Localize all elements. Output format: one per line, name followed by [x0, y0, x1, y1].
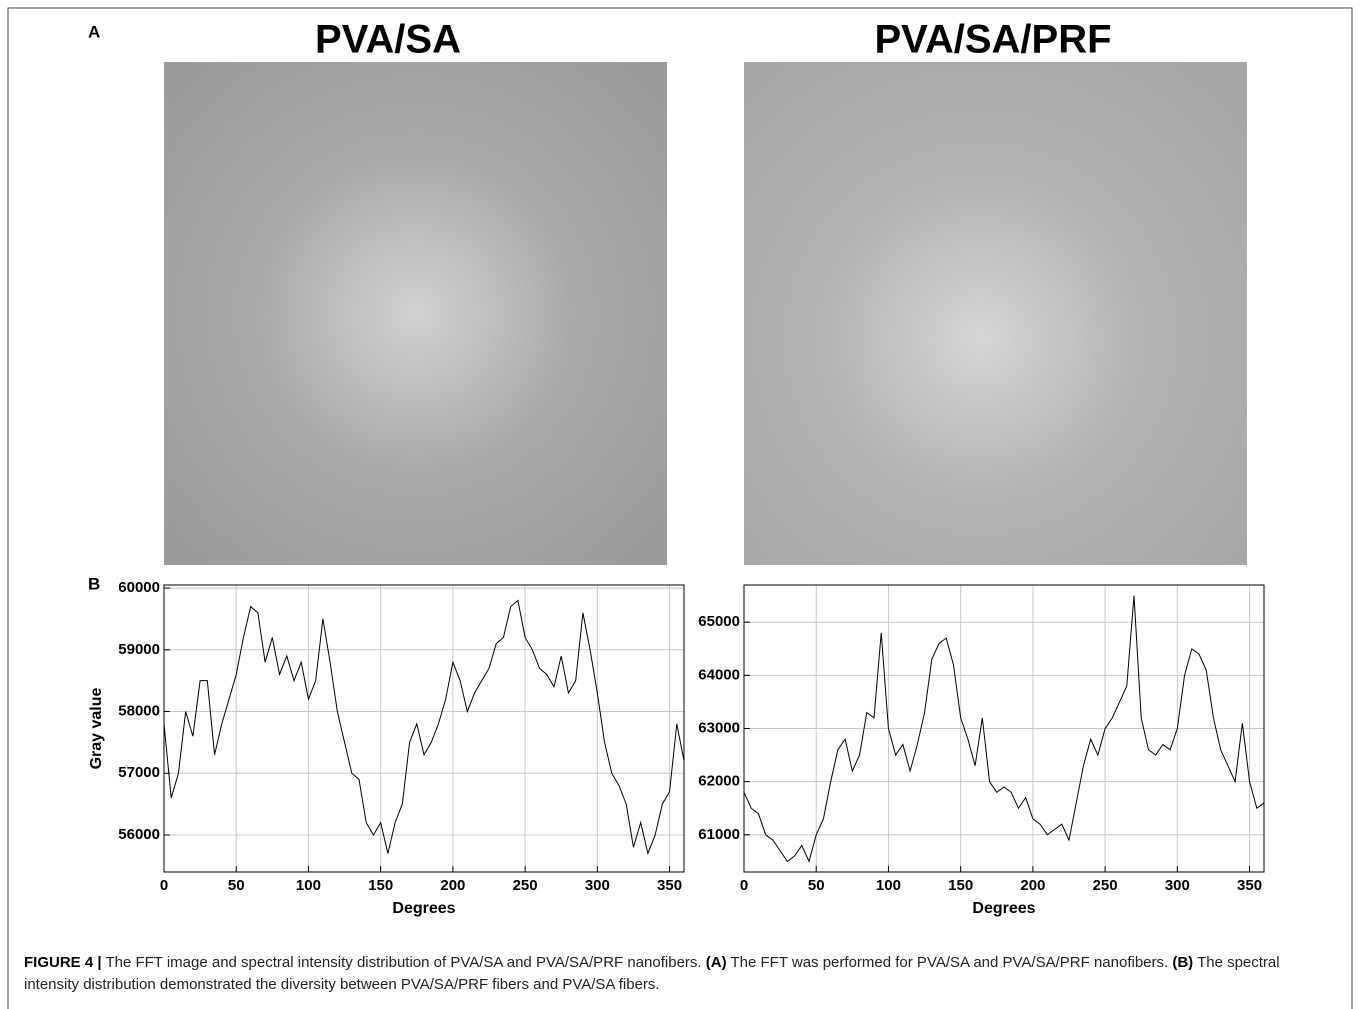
- x-tick-label: 350: [657, 877, 682, 894]
- x-tick-label: 350: [1237, 877, 1262, 894]
- x-tick-label: 300: [585, 877, 610, 894]
- panel-label: A: [88, 22, 100, 41]
- data-line: [743, 595, 1265, 863]
- x-tick-label: 200: [440, 877, 465, 894]
- y-tick-label: 59000: [118, 641, 160, 658]
- caption-text: The FFT image and spectral intensity dis…: [101, 954, 706, 971]
- x-tick-label: 250: [1093, 877, 1118, 894]
- caption-text: FIGURE 4 |: [24, 954, 102, 971]
- plot-frame: [163, 584, 685, 873]
- image-title: PVA/SA: [315, 18, 461, 62]
- y-tick-label: 64000: [698, 666, 740, 683]
- figure-frame: [7, 7, 1353, 1009]
- y-tick-label: 58000: [118, 702, 160, 719]
- y-tick-label: 60000: [118, 579, 160, 596]
- x-tick-label: 200: [1020, 877, 1045, 894]
- y-tick-label: 61000: [698, 826, 740, 843]
- x-axis-title: Degrees: [972, 900, 1035, 917]
- x-tick-label: 250: [513, 877, 538, 894]
- x-tick-label: 150: [948, 877, 973, 894]
- x-tick-label: 50: [228, 877, 245, 894]
- panel-label: B: [88, 574, 100, 593]
- y-tick-label: 62000: [698, 773, 740, 790]
- fft-image: [164, 62, 667, 565]
- plot-frame: [743, 584, 1265, 873]
- caption-text: (A): [705, 954, 727, 971]
- image-title: PVA/SA/PRF: [874, 18, 1111, 62]
- caption-text: (B): [1172, 954, 1194, 971]
- caption: FIGURE 4 | The FFT image and spectral in…: [24, 952, 1324, 996]
- x-tick-label: 0: [740, 877, 748, 894]
- y-tick-label: 65000: [698, 613, 740, 630]
- x-tick-label: 100: [296, 877, 321, 894]
- x-tick-label: 150: [368, 877, 393, 894]
- data-line: [163, 599, 685, 856]
- x-tick-label: 0: [160, 877, 168, 894]
- y-tick-label: 63000: [698, 719, 740, 736]
- x-axis-title: Degrees: [392, 900, 455, 917]
- caption-text: The spectral intensity distribution demo…: [24, 954, 1280, 993]
- y-axis-title: Gray value: [88, 687, 105, 769]
- x-tick-label: 100: [876, 877, 901, 894]
- y-tick-label: 57000: [118, 764, 160, 781]
- x-tick-label: 300: [1165, 877, 1190, 894]
- fft-image: [744, 62, 1247, 565]
- y-tick-label: 56000: [118, 826, 160, 843]
- x-tick-label: 50: [808, 877, 825, 894]
- caption-text: The FFT was performed for PVA/SA and PVA…: [726, 954, 1173, 971]
